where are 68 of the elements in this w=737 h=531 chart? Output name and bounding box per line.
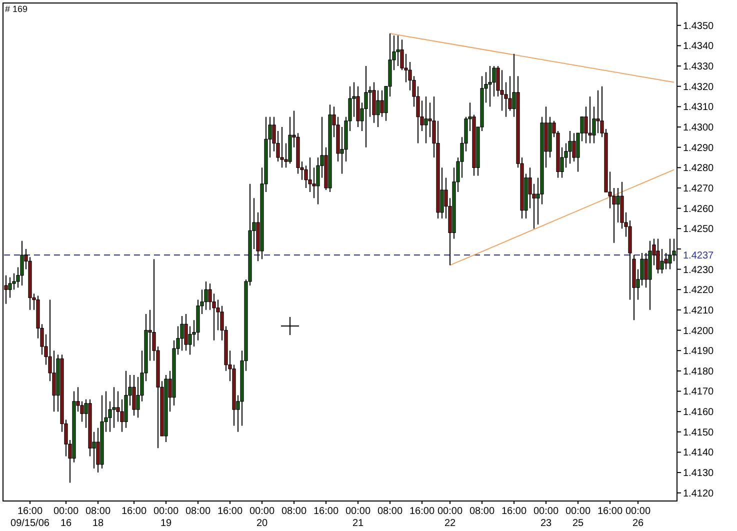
candlestick [184,313,188,352]
candlestick [644,252,648,288]
y-tick-label: 1.4350 [683,20,714,32]
x-tick-label: 16:00 [501,506,527,517]
candlestick [180,316,184,352]
y-tick-label: 1.4170 [683,386,714,398]
y-tick-label: 1.4310 [683,102,714,114]
x-tick-label: 08:00 [185,506,211,517]
x-tick-label: 16:00 09/15/06 [10,506,50,529]
candlestick [488,66,492,108]
y-tick-label: 1.4300 [683,122,714,134]
candlestick [280,126,284,168]
x-tick-label: 00:00 26 [625,506,651,529]
y-tick-label: 1.4220 [683,285,714,296]
y-tick-label: 1.4230 [683,264,714,276]
x-tick-label: 00:00 19 [153,506,179,529]
x-tick-label: 16:00 [313,506,339,517]
y-tick-label: 1.4200 [683,326,714,337]
y-tick-label: 1.4120 [683,488,714,500]
x-tick-label: 16:00 [217,506,243,517]
y-tick-label: 1.4320 [683,82,714,93]
y-tick-label: 1.4130 [683,468,714,480]
x-tick-label: 08:00 [377,506,403,517]
y-tick-label: 1.4340 [683,41,714,52]
y-tick-label: 1.4150 [683,427,714,438]
y-tick-label: 1.4280 [683,163,714,174]
candlestick [132,374,136,416]
candlestick [376,90,380,128]
y-tick-label: 1.4210 [683,305,714,316]
y-tick-label: 1.4160 [683,407,714,418]
x-tick-label: 00:00 23 [533,506,559,529]
candlestick [664,252,668,270]
candlestick [112,386,116,428]
candlestick [616,187,620,224]
candlestick [588,96,592,144]
x-tick-label: 16:00 [121,506,147,517]
candlestick [380,90,384,118]
candlestick [424,96,428,144]
annotation: # 169 [5,4,28,14]
candlestick [20,240,24,286]
candlestick [568,130,572,164]
x-tick-label: 08:00 18 [85,506,111,529]
ref-line-label: 1.4237 [683,250,714,262]
candlestick [668,238,672,270]
y-tick-label: 1.4190 [683,346,714,358]
candlestick [596,90,600,134]
candlestick [396,35,400,67]
y-tick-label: 1.4140 [683,448,714,459]
x-tick-label: 00:00 21 [345,506,371,529]
y-tick-label: 1.4290 [683,142,714,154]
candlestick [572,132,576,162]
x-tick-label: 00:00 25 [565,506,591,529]
candlestick [656,238,660,274]
y-tick-label: 1.4250 [683,224,714,236]
y-tick-label: 1.4330 [683,62,714,73]
x-tick-label: 08:00 [281,506,307,517]
y-tick-label: 1.4260 [683,204,714,215]
x-tick-label: 00:00 16 [53,506,79,529]
x-tick-label: 00:00 20 [249,506,275,529]
candlestick [204,280,208,310]
candlestick [660,248,664,274]
x-tick-label: 16:00 [597,506,623,517]
x-tick-label: 08:00 [469,506,495,517]
x-tick-label: 00:00 22 [437,506,463,529]
candlestick [364,66,368,148]
y-tick-label: 1.4180 [683,366,714,378]
y-tick-label: 1.4270 [683,183,714,194]
x-tick-label: 16:00 [409,506,435,517]
